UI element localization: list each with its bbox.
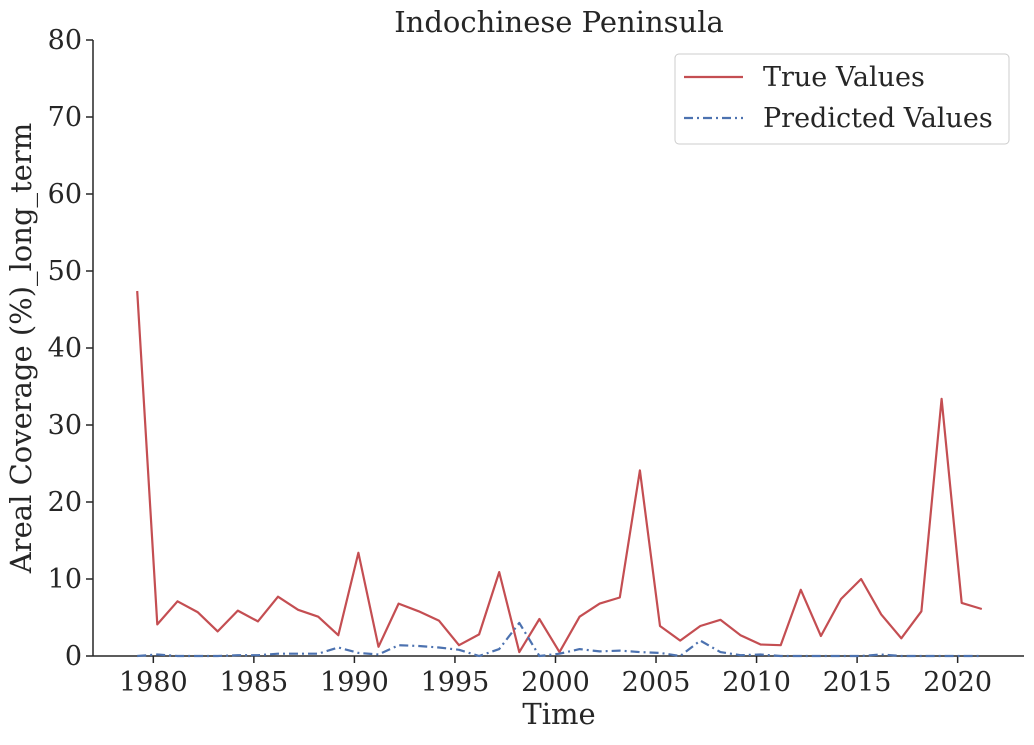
y-axis-label: Areal Coverage (%)_long_term (4, 123, 39, 574)
x-axis-label: Time (522, 697, 595, 731)
y-tick-label: 60 (48, 179, 82, 210)
x-tick-label: 1980 (119, 667, 188, 698)
y-tick-label: 40 (48, 333, 82, 364)
x-tick-label: 1985 (220, 667, 289, 698)
x-tick-label: 2015 (823, 667, 892, 698)
legend-label: True Values (763, 62, 925, 93)
y-tick-label: 50 (48, 256, 82, 287)
x-tick-label: 2000 (521, 667, 590, 698)
y-tick-label: 70 (48, 102, 82, 133)
legend: True Values Predicted Values (674, 53, 1010, 145)
y-tick-label: 20 (48, 487, 82, 518)
legend-box (674, 53, 1010, 145)
predicted-values-line (137, 621, 982, 658)
chart-title: Indochinese Peninsula (394, 5, 724, 39)
axes: 0 10 20 30 40 50 60 70 80 1980 1985 1990 1995 2000 200… (48, 25, 1024, 698)
x-tick-label: 2005 (622, 667, 691, 698)
x-tick-label: 2020 (923, 667, 992, 698)
x-tick-label: 1995 (421, 667, 490, 698)
true-values-line (136, 290, 983, 654)
y-tick-label: 10 (48, 564, 82, 595)
x-tick-label: 1990 (320, 667, 389, 698)
x-tick-label: 2010 (722, 667, 791, 698)
plot-lines (136, 290, 983, 658)
y-tick-label: 0 (65, 641, 82, 672)
y-tick-label: 30 (48, 410, 82, 441)
legend-label: Predicted Values (763, 103, 993, 134)
y-tick-label: 80 (48, 25, 82, 56)
